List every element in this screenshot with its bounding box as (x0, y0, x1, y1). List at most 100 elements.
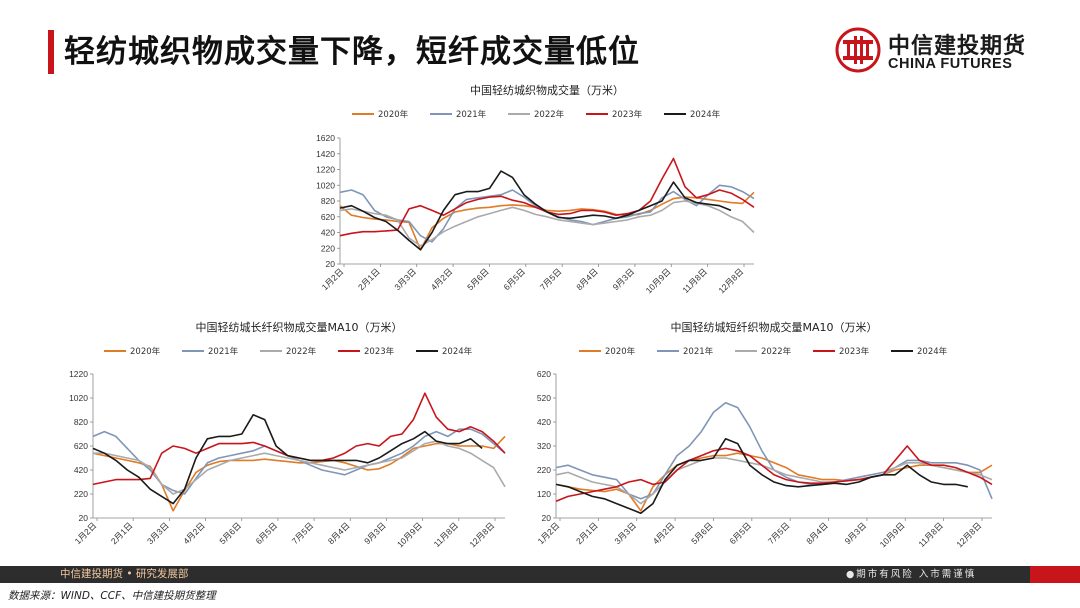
series-line-2024年 (555, 438, 968, 514)
legend-item: 2020年 (579, 346, 636, 357)
footer-accent (1030, 566, 1080, 583)
chart-title: 中国轻纺城短纤织物成交量MA10（万米） (670, 320, 877, 334)
y-tick-label: 420 (321, 228, 335, 238)
legend-item: 2022年 (735, 346, 792, 357)
y-tick-label: 1620 (316, 133, 335, 143)
legend-label: 2024年 (917, 346, 948, 357)
china-futures-logo-icon (835, 27, 881, 73)
chart-svg: 中国轻纺城长纤织物成交量MA10（万米） 2020年 2021年 2022年 2023年… (69, 320, 506, 549)
legend-item: 2022年 (508, 109, 565, 120)
legend-item: 2021年 (657, 346, 714, 357)
logo-chinese-name: 中信建投期货 (888, 34, 1027, 59)
x-tick-label: 7月5日 (538, 266, 564, 292)
y-tick-label: 20 (79, 513, 89, 523)
x-tick-label: 3月3日 (612, 520, 638, 546)
series-line-2024年 (92, 414, 483, 505)
legend-label: 2021年 (683, 346, 714, 357)
x-tick-label: 6月5日 (254, 520, 280, 546)
x-tick-label: 7月5日 (766, 520, 792, 546)
legend-item: 2023年 (813, 346, 870, 357)
x-tick-label: 11月8日 (680, 266, 709, 295)
legend-item: 2021年 (182, 346, 239, 357)
x-tick-label: 2月1日 (356, 266, 382, 292)
legend-label: 2020年 (605, 346, 636, 357)
x-tick-label: 4月2日 (429, 266, 455, 292)
legend-label: 2021年 (208, 346, 239, 357)
title-accent-bar (48, 30, 54, 74)
y-tick-label: 820 (74, 417, 88, 427)
legend-label: 2022年 (286, 346, 317, 357)
legend-label: 2020年 (130, 346, 161, 357)
y-tick-label: 1420 (316, 149, 335, 159)
x-tick-label: 6月5日 (727, 520, 753, 546)
series-line-2021年 (92, 428, 506, 495)
legend-label: 2024年 (442, 346, 473, 357)
x-tick-label: 9月3日 (362, 520, 388, 546)
x-tick-label: 1月2日 (536, 520, 562, 546)
legend-item: 2023年 (586, 109, 643, 120)
series-line-2023年 (92, 392, 506, 486)
x-tick-label: 5月6日 (217, 520, 243, 546)
x-tick-label: 4月2日 (181, 520, 207, 546)
legend-item: 2024年 (891, 346, 948, 357)
legend-label: 2023年 (839, 346, 870, 357)
y-tick-label: 1220 (69, 369, 88, 379)
x-tick-label: 3月3日 (145, 520, 171, 546)
y-tick-label: 220 (74, 489, 88, 499)
y-tick-label: 620 (537, 369, 551, 379)
x-tick-label: 8月4日 (804, 520, 830, 546)
page-title: 轻纺城织物成交量下降，短纤成交量低位 (64, 34, 640, 70)
x-tick-label: 1月2日 (320, 266, 346, 292)
legend-item: 2020年 (104, 346, 161, 357)
y-tick-label: 420 (537, 417, 551, 427)
y-tick-label: 420 (74, 465, 88, 475)
legend-item: 2024年 (416, 346, 473, 357)
legend-label: 2023年 (612, 109, 643, 120)
footer-risk-warning: ●期市有风险 入市需谨慎 (846, 569, 977, 580)
x-tick-label: 7月5日 (290, 520, 316, 546)
x-tick-label: 4月2日 (651, 520, 677, 546)
legend-item: 2024年 (664, 109, 721, 120)
x-tick-label: 3月3日 (392, 266, 418, 292)
chart-title: 中国轻纺城织物成交量（万米） (470, 83, 624, 97)
legend-label: 2023年 (364, 346, 395, 357)
footer-band (0, 566, 1030, 583)
chart-svg: 中国轻纺城短纤织物成交量MA10（万米） 2020年 2021年 2022年 2023年… (536, 320, 993, 549)
x-tick-label: 10月9日 (395, 520, 424, 549)
footer-company: 中信建投期货 • 研究发展部 (60, 568, 189, 580)
x-tick-label: 11月8日 (432, 520, 461, 549)
y-tick-label: 1220 (316, 165, 335, 175)
y-tick-label: 1020 (316, 180, 335, 190)
x-tick-label: 2月1日 (109, 520, 135, 546)
series-line-2022年 (555, 457, 993, 505)
x-tick-label: 8月4日 (326, 520, 352, 546)
x-tick-label: 10月9日 (644, 266, 673, 295)
legend-label: 2022年 (534, 109, 565, 120)
brand-logo: 中信建投期货 CHINA FUTURES (834, 26, 1034, 78)
chart-fabric-volume: 中国轻纺城织物成交量（万米） 2020年 2021年 2022年 2023年 2024年 2… (298, 80, 768, 310)
x-tick-label: 5月6日 (689, 520, 715, 546)
legend-item: 2023年 (338, 346, 395, 357)
y-tick-label: 520 (537, 393, 551, 403)
legend-item: 2020年 (352, 109, 409, 120)
x-tick-label: 12月8日 (467, 520, 496, 549)
y-tick-label: 620 (321, 212, 335, 222)
y-tick-label: 220 (321, 243, 335, 253)
y-tick-label: 320 (537, 441, 551, 451)
x-tick-label: 5月6日 (465, 266, 491, 292)
y-tick-label: 20 (326, 259, 336, 269)
x-tick-label: 12月8日 (716, 266, 745, 295)
series-line-2024年 (339, 170, 732, 251)
y-tick-label: 1020 (69, 393, 88, 403)
x-tick-label: 11月8日 (916, 520, 945, 549)
x-tick-label: 8月4日 (574, 266, 600, 292)
x-tick-label: 10月9日 (878, 520, 907, 549)
chart-filament-fabric-ma10: 中国轻纺城长纤织物成交量MA10（万米） 2020年 2021年 2022年 2023年… (55, 318, 515, 558)
legend-label: 2024年 (690, 109, 721, 120)
legend-label: 2021年 (456, 109, 487, 120)
chart-title: 中国轻纺城长纤织物成交量MA10（万米） (195, 320, 402, 334)
series-line-2022年 (339, 200, 755, 247)
logo-english-name: CHINA FUTURES (888, 56, 1013, 72)
x-tick-label: 2月1日 (574, 520, 600, 546)
legend-label: 2020年 (378, 109, 409, 120)
